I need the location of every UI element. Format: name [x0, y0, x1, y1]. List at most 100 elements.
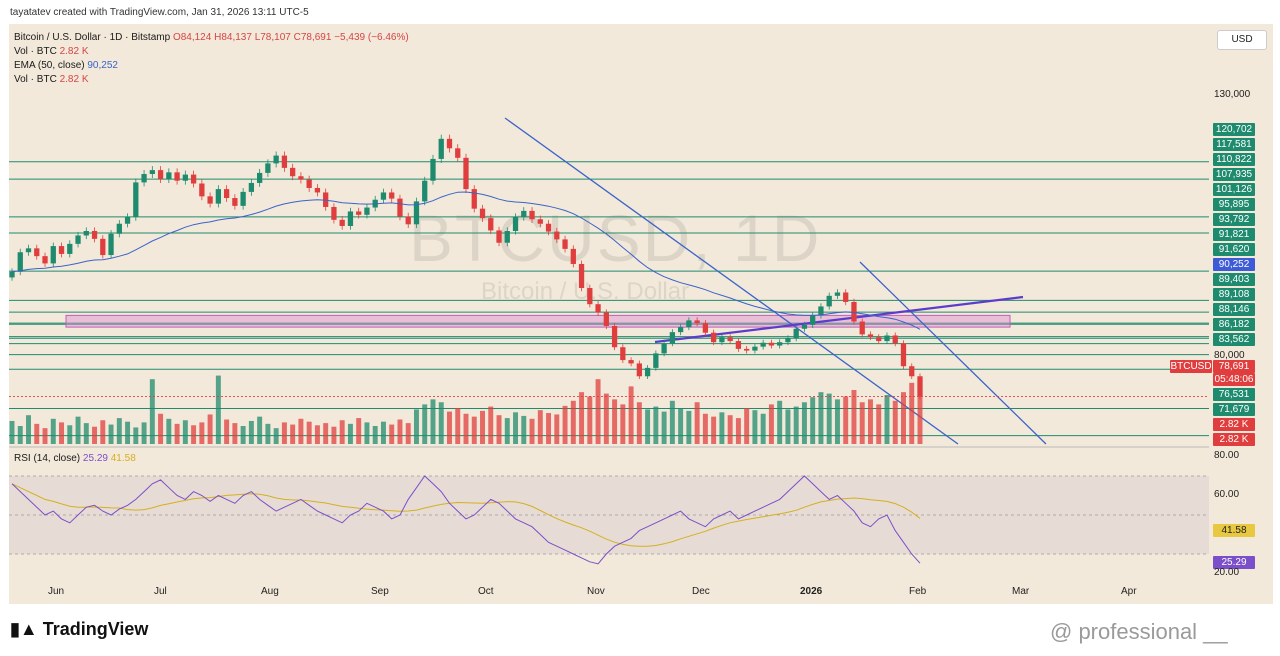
candle-body	[248, 182, 255, 192]
candle-body	[793, 328, 799, 339]
candle-body	[818, 306, 824, 316]
volume-bar	[174, 423, 180, 444]
candle-body	[859, 321, 865, 335]
volume-bar	[711, 416, 717, 444]
candle-body	[644, 367, 651, 377]
candle-body	[141, 174, 147, 183]
volume-bar	[628, 386, 634, 444]
legend-row-ema: EMA (50, close) 90,252	[14, 59, 118, 73]
volume-bar	[612, 399, 618, 444]
volume-bar	[777, 400, 783, 444]
candle-body	[91, 231, 98, 239]
level-tag: 89,108	[1213, 288, 1255, 301]
volume-bar	[570, 400, 576, 444]
volume-bar	[108, 424, 114, 444]
candle-body	[397, 198, 403, 217]
candle-body	[42, 256, 48, 264]
legend-row-vol2: Vol · BTC 2.82 K	[14, 73, 89, 87]
volume-bar	[149, 379, 155, 444]
candle-body	[702, 323, 709, 333]
level-tag: 107,935	[1213, 168, 1255, 181]
volume-bar	[67, 425, 73, 444]
level-tag: 71,679	[1213, 403, 1255, 416]
candle-body	[917, 376, 923, 397]
candle-body	[694, 320, 700, 324]
candle-body	[578, 263, 585, 288]
candle-body	[190, 174, 197, 184]
volume-bar	[851, 390, 857, 444]
vol-tag: 2.82 K	[1213, 433, 1255, 446]
volume-bar	[579, 392, 585, 444]
footer-watermark: @ professional __	[1050, 619, 1228, 644]
volume-bar	[331, 426, 337, 444]
volume-bar	[892, 400, 898, 444]
candle-body	[347, 211, 354, 226]
candle-body	[653, 353, 659, 368]
x-label: Feb	[909, 586, 927, 597]
tradingview-logo[interactable]: ▮▲ TradingView	[10, 619, 148, 640]
x-label: Sep	[371, 586, 389, 597]
candle-body	[727, 337, 733, 342]
candle-body	[777, 342, 783, 346]
volume-bar	[810, 397, 816, 444]
volume-bar	[273, 428, 279, 444]
candle-body	[256, 172, 263, 183]
ema-tag: 90,252	[1213, 258, 1255, 271]
volume-bar	[422, 404, 428, 444]
volume-bar	[92, 426, 98, 444]
volume-bar	[265, 423, 271, 444]
candle-body	[273, 155, 279, 164]
candle-body	[876, 337, 882, 342]
volume-bar	[389, 424, 395, 444]
volume-bar	[546, 413, 552, 444]
volume-bar	[793, 406, 799, 444]
volume-bar	[166, 418, 172, 444]
candle-body	[455, 148, 461, 158]
candle-body	[405, 216, 411, 225]
candle-body	[884, 335, 890, 342]
candle-body	[843, 292, 849, 302]
volume-bar	[752, 410, 758, 444]
volume-bar	[141, 422, 147, 444]
volume-bar	[504, 418, 510, 444]
level-tag: 86,182	[1213, 318, 1255, 331]
volume-bar	[158, 413, 164, 444]
volume-bar	[290, 424, 296, 444]
candle-body	[364, 207, 370, 215]
volume-bar	[554, 414, 560, 444]
candle-body	[100, 238, 106, 256]
candle-body	[595, 304, 601, 313]
candle-body	[149, 170, 155, 175]
candle-body	[719, 337, 725, 343]
candle-body	[810, 315, 816, 325]
legend-symbol: Bitcoin / U.S. Dollar · 1D · Bitstamp	[14, 32, 171, 43]
volume-bar	[901, 392, 906, 444]
volume-bar	[83, 423, 89, 444]
candle-body	[735, 341, 742, 349]
level-tag: 83,562	[1213, 333, 1255, 346]
candle-body	[50, 246, 56, 264]
candle-body	[892, 335, 898, 344]
candle-body	[331, 206, 337, 220]
candle-body	[744, 348, 750, 351]
candle-body	[768, 342, 775, 346]
rsi-legend: RSI (14, close) 25.29 41.58	[14, 452, 136, 466]
candle-body	[834, 292, 841, 296]
level-tag: 89,403	[1213, 273, 1255, 286]
candle-body	[529, 210, 535, 220]
wedge-line	[654, 295, 1024, 344]
candle-body	[686, 320, 692, 328]
currency-button[interactable]: USD	[1217, 30, 1267, 50]
candle-body	[446, 138, 453, 149]
volume-bar	[876, 404, 882, 444]
rsi-tick-80: 80.00	[1214, 450, 1240, 461]
candle-body	[67, 243, 73, 254]
volume-bar	[513, 412, 519, 444]
volume-bar	[42, 428, 48, 444]
candle-body	[215, 189, 222, 204]
candle-body	[199, 183, 205, 197]
candle-body	[636, 363, 642, 377]
volume-bar	[471, 416, 477, 444]
volume-bar	[364, 422, 370, 444]
